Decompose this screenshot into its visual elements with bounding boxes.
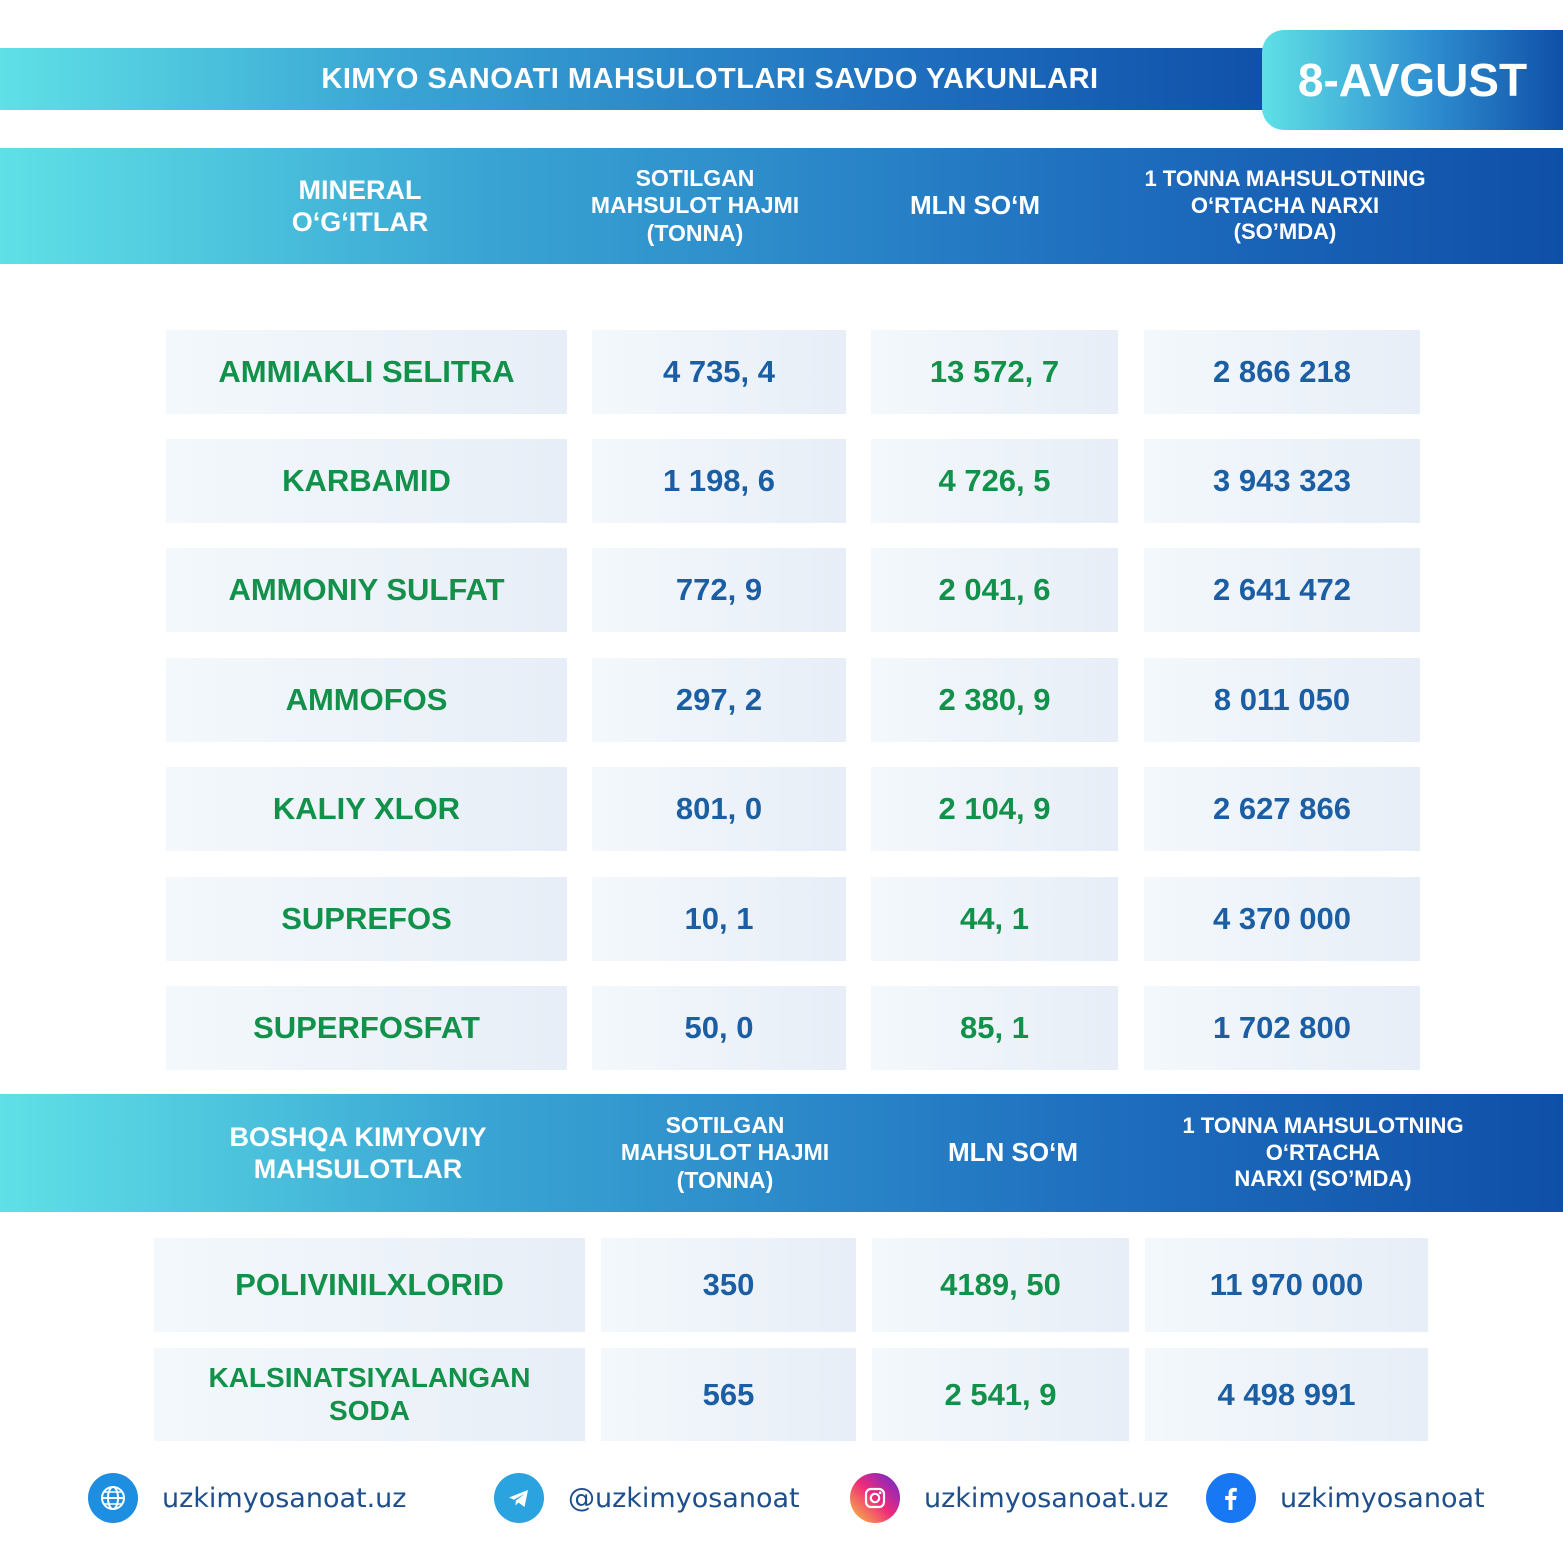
- volume-value: 772, 9: [592, 548, 846, 632]
- product-name: SUPREFOS: [166, 877, 567, 961]
- mln-value: 2 541, 9: [872, 1348, 1129, 1441]
- volume-value: 297, 2: [592, 658, 846, 742]
- product-name: AMMIAKLI SELITRA: [166, 330, 567, 414]
- product-name: POLIVINILXLORID: [154, 1238, 585, 1332]
- section2-header-category: BOSHQA KIMYOVIY MAHSULOTLAR: [229, 1121, 487, 1184]
- mln-value: 85, 1: [871, 986, 1118, 1070]
- volume-value: 1 198, 6: [592, 439, 846, 523]
- section1-header: [0, 148, 1563, 264]
- footer-website[interactable]: uzkimyosanoat.uz: [88, 1470, 406, 1526]
- section2-header-mln: MLN SO‘M: [948, 1137, 1078, 1168]
- section1-header-price: 1 TONNA MAHSULOTNING O‘RTACHA NARXI (SO’…: [1144, 166, 1426, 245]
- price-value: 2 641 472: [1144, 548, 1420, 632]
- mln-value: 44, 1: [871, 877, 1118, 961]
- section1-header-category: MINERAL O‘G‘ITLAR: [291, 174, 429, 237]
- mln-value: 13 572, 7: [871, 330, 1118, 414]
- instagram-icon: [850, 1473, 900, 1523]
- telegram-link[interactable]: @uzkimyosanoat: [568, 1482, 800, 1514]
- footer-instagram[interactable]: uzkimyosanoat.uz: [850, 1470, 1168, 1526]
- price-value: 11 970 000: [1145, 1238, 1428, 1332]
- volume-value: 350: [601, 1238, 856, 1332]
- section2-header-volume: SOTILGAN MAHSULOT HAJMI (TONNA): [620, 1111, 830, 1193]
- volume-value: 565: [601, 1348, 856, 1441]
- product-name: AMMOFOS: [166, 658, 567, 742]
- title-bar: [0, 48, 1290, 110]
- price-value: 4 370 000: [1144, 877, 1420, 961]
- footer-facebook[interactable]: uzkimyosanoat: [1206, 1470, 1485, 1526]
- price-value: 2 627 866: [1144, 767, 1420, 851]
- mln-value: 4 726, 5: [871, 439, 1118, 523]
- mln-value: 2 380, 9: [871, 658, 1118, 742]
- volume-value: 50, 0: [592, 986, 846, 1070]
- section1-header-mln: MLN SO‘M: [910, 190, 1040, 221]
- volume-value: 801, 0: [592, 767, 846, 851]
- product-name: KALSINATSIYALANGAN SODA: [154, 1348, 585, 1441]
- mln-value: 4189, 50: [872, 1238, 1129, 1332]
- product-name: KALIY XLOR: [166, 767, 567, 851]
- section1-header-volume: SOTILGAN MAHSULOT HAJMI (TONNA): [590, 164, 800, 246]
- volume-value: 10, 1: [592, 877, 846, 961]
- mln-value: 2 104, 9: [871, 767, 1118, 851]
- footer-telegram[interactable]: @uzkimyosanoat: [494, 1470, 800, 1526]
- date-badge: 8-AVGUST: [1262, 30, 1563, 130]
- price-value: 8 011 050: [1144, 658, 1420, 742]
- facebook-link[interactable]: uzkimyosanoat: [1280, 1482, 1485, 1514]
- price-value: 3 943 323: [1144, 439, 1420, 523]
- facebook-icon: [1206, 1473, 1256, 1523]
- globe-icon: [88, 1473, 138, 1523]
- price-value: 4 498 991: [1145, 1348, 1428, 1441]
- instagram-link[interactable]: uzkimyosanoat.uz: [924, 1482, 1169, 1514]
- page-title: KIMYO SANOATI MAHSULOTLARI SAVDO YAKUNLA…: [321, 63, 1099, 95]
- product-name: SUPERFOSFAT: [166, 986, 567, 1070]
- volume-value: 4 735, 4: [592, 330, 846, 414]
- section2-header-price: 1 TONNA MAHSULOTNING O‘RTACHA NARXI (SO’…: [1182, 1113, 1464, 1192]
- mln-value: 2 041, 6: [871, 548, 1118, 632]
- product-name: AMMONIY SULFAT: [166, 548, 567, 632]
- price-value: 1 702 800: [1144, 986, 1420, 1070]
- section2-header: [0, 1094, 1563, 1212]
- product-name: KARBAMID: [166, 439, 567, 523]
- website-link[interactable]: uzkimyosanoat.uz: [162, 1482, 407, 1514]
- price-value: 2 866 218: [1144, 330, 1420, 414]
- telegram-icon: [494, 1473, 544, 1523]
